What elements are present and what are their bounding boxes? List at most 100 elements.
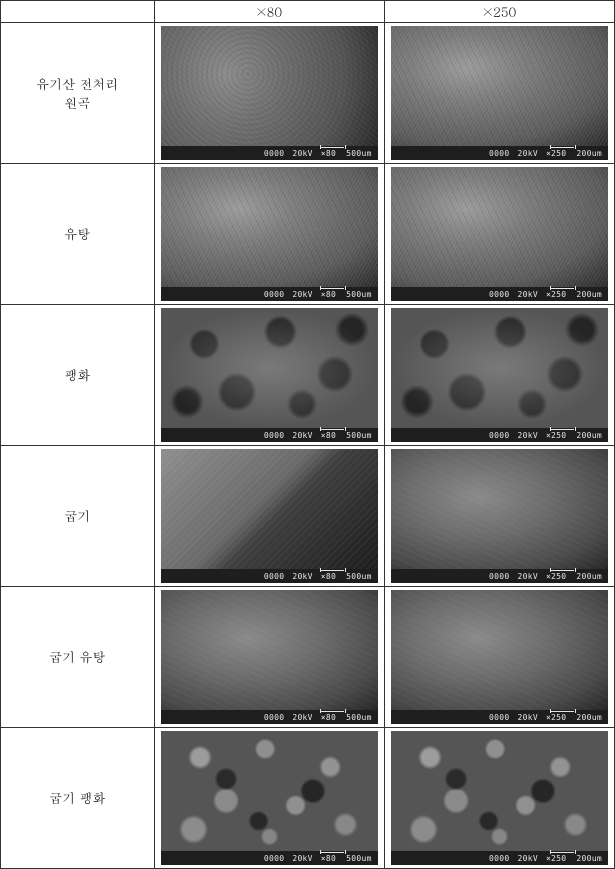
sem-caption-bar: 0000 20kV ×80 500um xyxy=(161,569,378,583)
sem-caption-bar: 000020kV×80500um xyxy=(161,710,378,724)
row-label-text: 유탕 xyxy=(1,224,154,244)
row-label: 유기산 전처리원곡 xyxy=(1,23,155,164)
sem-magnification: ×250 xyxy=(546,572,566,581)
sem-scalebar: 500um xyxy=(344,431,372,440)
table-row: 팽화 0000 20kV ×80 500um 0000 20kV ×250 200um xyxy=(1,305,615,446)
row-label: 팽화 xyxy=(1,305,155,446)
sem-kv: 20kV xyxy=(517,431,537,440)
sem-cell: 0000 20kV ×250 200um xyxy=(384,587,614,728)
header-mag-250: ×250 xyxy=(384,1,614,23)
sem-magnification: ×80 xyxy=(321,572,336,581)
header-blank xyxy=(1,1,155,23)
sem-id: 0000 xyxy=(264,572,284,581)
sem-magnification: ×250 xyxy=(546,149,566,158)
sem-image: 0000 20kV ×250 200um xyxy=(385,305,614,445)
sem-id: 0000 xyxy=(264,149,284,158)
sem-kv: 20kV xyxy=(292,431,312,440)
sem-cell: 000020kV×80500um xyxy=(154,164,384,305)
table-row: 굽기 유탕000020kV×80500um000020kV×250200um xyxy=(1,587,615,728)
row-label: 굽기 팽화 xyxy=(1,728,155,869)
sem-magnification: ×250 xyxy=(546,431,566,440)
sem-caption-bar: 0000 20kV ×250 200um xyxy=(391,287,608,301)
sem-id: 0000 xyxy=(489,713,509,722)
sem-cell: 0000 20kV ×250 200um xyxy=(384,23,614,164)
sem-id: 0000 xyxy=(264,290,284,299)
sem-kv: 20kV xyxy=(292,854,312,863)
sem-cell: 0000 20kV ×80 500um xyxy=(154,728,384,869)
sem-scalebar: 200um xyxy=(574,854,602,863)
sem-image: 0000 20kV ×250 200um xyxy=(385,164,614,304)
sem-comparison-table: ×80 ×250 유기산 전처리원곡 0000 20kV ×80 500um 0000 20… xyxy=(0,0,615,869)
table-row: 굽기 0000 20kV ×80 500um 0000 20kV ×250 200um xyxy=(1,446,615,587)
sem-id: 0000 xyxy=(489,431,509,440)
sem-scalebar: 500um xyxy=(344,854,372,863)
sem-scalebar: 500um xyxy=(344,149,372,158)
sem-id: 0000 xyxy=(489,572,509,581)
sem-kv: 20kV xyxy=(517,572,537,581)
row-label: 유탕 xyxy=(1,164,155,305)
sem-scalebar: 500um xyxy=(344,290,372,299)
sem-kv: 20kV xyxy=(292,713,312,722)
sem-caption-bar: 0000 20kV ×250 200um xyxy=(391,569,608,583)
sem-magnification: ×250 xyxy=(546,713,566,722)
sem-kv: 20kV xyxy=(517,854,537,863)
sem-caption-bar: 0000 20kV ×250 200um xyxy=(391,851,608,865)
sem-cell: 0000 20kV ×250 200um xyxy=(384,728,614,869)
table-row: 굽기 팽화 0000 20kV ×80 500um 0000 20kV ×250 200um xyxy=(1,728,615,869)
sem-cell: 0000 20kV ×250 200um xyxy=(384,164,614,305)
sem-magnification: ×250 xyxy=(546,854,566,863)
sem-cell: 000020kV×80500um xyxy=(154,587,384,728)
sem-id: 0000 xyxy=(489,149,509,158)
sem-kv: 20kV xyxy=(517,713,537,722)
header-mag-80: ×80 xyxy=(154,1,384,23)
row-label-text: 굽기 팽화 xyxy=(1,788,154,808)
sem-id: 0000 xyxy=(264,713,284,722)
sem-scalebar: 500um xyxy=(344,572,372,581)
sem-image: 000020kV×80500um xyxy=(155,587,384,727)
sem-image: 000020kV×80500um xyxy=(155,305,384,445)
row-label: 굽기 유탕 xyxy=(1,587,155,728)
sem-magnification: ×250 xyxy=(546,290,566,299)
sem-cell: 0000 20kV ×80 500um xyxy=(154,23,384,164)
sem-scalebar: 500um xyxy=(344,713,372,722)
row-label-text: 유기산 전처리원곡 xyxy=(1,74,154,113)
sem-caption-bar: 0000 20kV ×250 200um xyxy=(391,710,608,724)
sem-kv: 20kV xyxy=(517,149,537,158)
sem-kv: 20kV xyxy=(517,290,537,299)
sem-kv: 20kV xyxy=(292,149,312,158)
sem-caption-bar: 000020kV×80500um xyxy=(161,428,378,442)
table-row: 유기산 전처리원곡 0000 20kV ×80 500um 0000 20kV ×250 200… xyxy=(1,23,615,164)
sem-id: 0000 xyxy=(489,290,509,299)
sem-scalebar: 200um xyxy=(574,431,602,440)
sem-caption-bar: 0000 20kV ×250 200um xyxy=(391,428,608,442)
sem-scalebar: 200um xyxy=(574,149,602,158)
sem-caption-bar: 0000 20kV ×80 500um xyxy=(161,851,378,865)
sem-magnification: ×80 xyxy=(321,854,336,863)
sem-id: 0000 xyxy=(489,854,509,863)
sem-image: 0000 20kV ×250 200um xyxy=(385,728,614,868)
sem-cell: 0000 20kV ×250 200um xyxy=(384,305,614,446)
sem-cell: 000020kV×80500um xyxy=(154,305,384,446)
sem-scalebar: 200um xyxy=(574,713,602,722)
sem-scalebar: 200um xyxy=(574,290,602,299)
sem-kv: 20kV xyxy=(292,572,312,581)
sem-scalebar: 200um xyxy=(574,572,602,581)
sem-magnification: ×80 xyxy=(321,149,336,158)
sem-caption-bar: 0000 20kV ×80 500um xyxy=(161,146,378,160)
header-row: ×80 ×250 xyxy=(1,1,615,23)
sem-image: 0000 20kV ×80 500um xyxy=(155,23,384,163)
sem-caption-bar: 0000 20kV ×250 200um xyxy=(391,146,608,160)
sem-cell: 0000 20kV ×250 200um xyxy=(384,446,614,587)
sem-image: 0000 20kV ×80 500um xyxy=(155,728,384,868)
sem-caption-bar: 000020kV×80500um xyxy=(161,287,378,301)
sem-image: 0000 20kV ×250 200um xyxy=(385,587,614,727)
table-row: 유탕000020kV×80500um000020kV×250200um xyxy=(1,164,615,305)
row-label-text: 굽기 유탕 xyxy=(1,647,154,667)
row-label-text: 굽기 xyxy=(1,506,154,526)
sem-magnification: ×80 xyxy=(321,431,336,440)
sem-image: 0000 20kV ×250 200um xyxy=(385,446,614,586)
sem-id: 0000 xyxy=(264,854,284,863)
row-label: 굽기 xyxy=(1,446,155,587)
sem-kv: 20kV xyxy=(292,290,312,299)
row-label-text: 팽화 xyxy=(1,365,154,385)
